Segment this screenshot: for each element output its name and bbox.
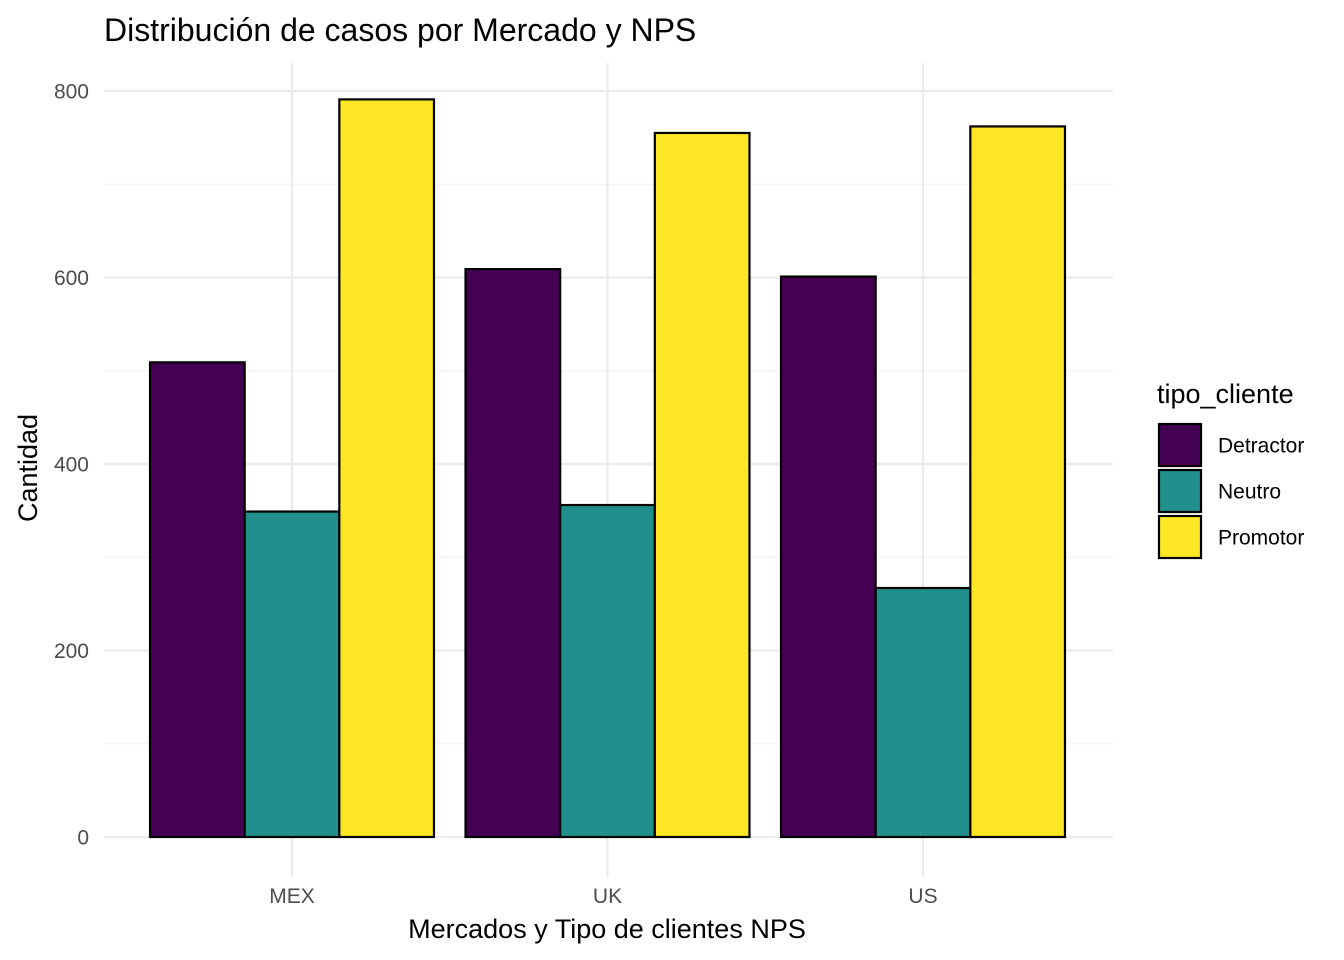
bar-mex-detractor — [148, 361, 246, 839]
y-tick-label: 400 — [54, 454, 89, 477]
legend-key-detractor — [1157, 422, 1203, 468]
x-axis-ticks: MEX UK US — [269, 885, 937, 908]
bar-uk-detractor — [464, 268, 562, 839]
bar-mex-promotor — [338, 98, 436, 839]
bar-us-promotor — [969, 125, 1067, 839]
chart-title: Distribución de casos por Mercado y NPS — [104, 12, 696, 48]
x-tick-label: MEX — [269, 885, 315, 908]
x-axis-title: Mercados y Tipo de clientes NPS — [408, 914, 806, 944]
y-tick-label: 600 — [54, 267, 89, 290]
bars — [148, 98, 1067, 839]
legend-key-neutro — [1157, 468, 1203, 514]
legend-title: tipo_cliente — [1157, 379, 1294, 409]
y-tick-label: 800 — [54, 81, 89, 104]
y-tick-label: 0 — [77, 827, 89, 850]
legend-label-detractor: Detractor — [1218, 435, 1304, 458]
bar-us-neutro — [874, 586, 972, 839]
y-axis-ticks: 0 200 400 600 800 — [54, 81, 89, 850]
legend-label-neutro: Neutro — [1218, 481, 1281, 504]
legend-label-promotor: Promotor — [1218, 527, 1304, 550]
x-tick-label: UK — [593, 885, 622, 908]
legend: tipo_cliente Detractor Neutro Promotor — [1157, 379, 1304, 560]
legend-key-promotor — [1157, 514, 1203, 560]
bar-uk-neutro — [559, 503, 656, 839]
y-tick-label: 200 — [54, 640, 89, 663]
bar-us-detractor — [779, 275, 877, 839]
bar-uk-promotor — [653, 131, 751, 839]
y-axis-title: Cantidad — [13, 414, 43, 522]
x-tick-label: US — [908, 885, 937, 908]
bar-mex-neutro — [243, 510, 341, 839]
